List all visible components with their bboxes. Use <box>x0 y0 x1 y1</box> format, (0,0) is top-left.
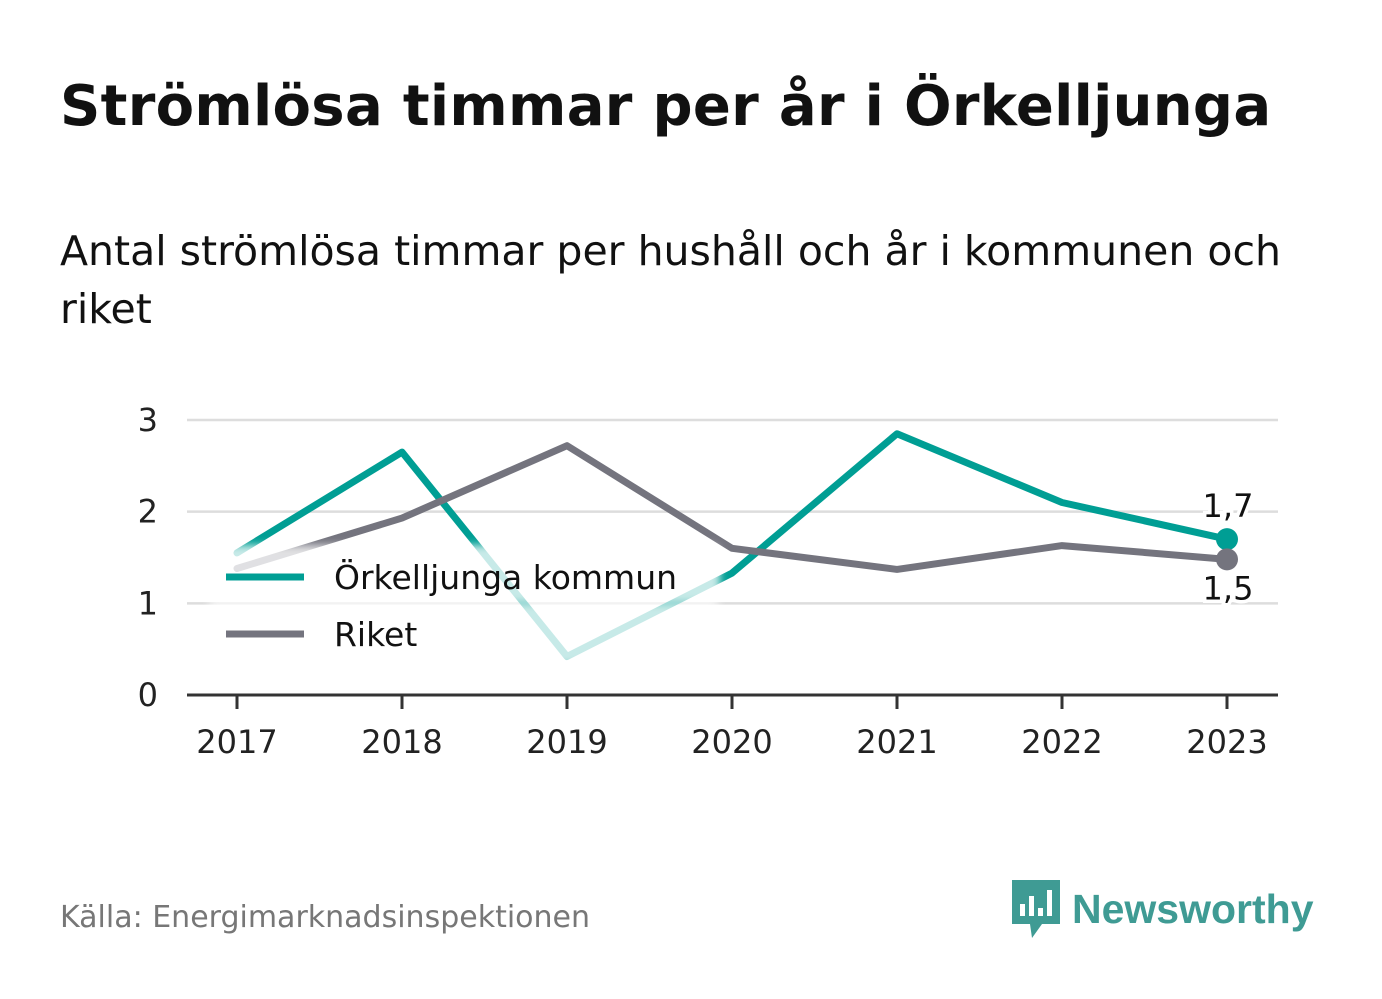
y-tick-label: 1 <box>138 584 158 622</box>
x-tick-label: 2017 <box>196 723 277 761</box>
x-axis: 2017 2018 2019 2020 2021 2022 2023 <box>187 693 1278 761</box>
end-labels: 1,7 1,5 <box>1199 484 1257 611</box>
chart-subtitle: Antal strömlösa timmar per hushåll och å… <box>60 227 1281 333</box>
y-tick-label: 3 <box>138 401 158 439</box>
series-line-1 <box>233 442 1231 573</box>
legend: Örkelljunga kommun Riket <box>208 545 720 665</box>
grid-lines: 0 1 2 3 <box>138 401 1278 714</box>
y-tick-label: 2 <box>138 493 158 531</box>
x-tick-label: 2018 <box>361 723 442 761</box>
x-tick-label: 2021 <box>856 723 937 761</box>
brand-name: Newsworthy <box>1072 885 1314 932</box>
source-note: Källa: Energimarknadsinspektionen <box>60 900 591 935</box>
chart-title: Strömlösa timmar per år i Örkelljunga <box>60 74 1272 139</box>
x-tick-label: 2023 <box>1186 723 1267 761</box>
series-end-point-1 <box>1216 548 1238 571</box>
brand-logo: Newsworthy <box>1010 878 1314 940</box>
legend-backdrop <box>208 603 720 665</box>
series-line-0 <box>233 430 1231 660</box>
x-tick-label: 2022 <box>1021 723 1102 761</box>
x-tick-label: 2019 <box>526 723 607 761</box>
y-tick-label: 0 <box>138 676 158 714</box>
legend-label-1: Riket <box>334 615 417 654</box>
series-lines <box>233 430 1238 660</box>
newsworthy-logo-icon <box>1012 880 1060 938</box>
end-value-label-0: 1,7 <box>1203 487 1254 525</box>
end-value-label-1: 1,5 <box>1203 569 1254 607</box>
legend-backdrop <box>208 545 720 603</box>
series-end-point-0 <box>1216 528 1238 551</box>
legend-label-0: Örkelljunga kommun <box>334 557 677 597</box>
x-tick-label: 2020 <box>691 723 772 761</box>
